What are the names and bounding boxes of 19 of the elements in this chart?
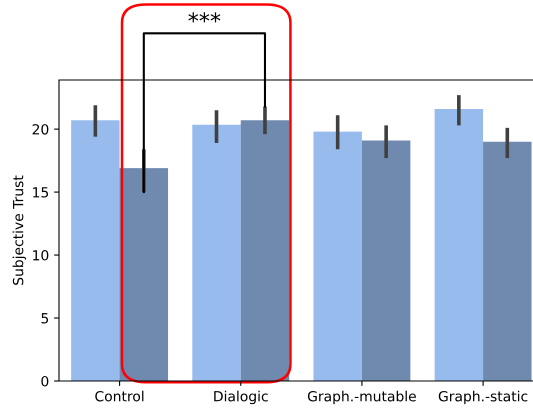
- y-tick-label: 5: [42, 313, 48, 324]
- bar: [71, 120, 120, 381]
- x-tick-label: Control: [95, 390, 144, 402]
- y-tick-label: 10: [33, 250, 48, 261]
- bar: [120, 168, 168, 381]
- x-tick-label: Graph.-mutable: [308, 390, 416, 404]
- y-tick-label: 15: [33, 187, 48, 198]
- bar: [192, 124, 241, 381]
- y-tick-label: 20: [32, 124, 48, 135]
- bar: [434, 108, 484, 381]
- bar: [362, 140, 410, 381]
- x-tick-label: Graph.-static: [438, 390, 528, 404]
- bar: [240, 120, 290, 381]
- y-tick-label: 0: [41, 376, 48, 386]
- x-tick-label: Dialogic: [214, 390, 268, 404]
- text: ***: [188, 12, 220, 22]
- bar: [483, 142, 532, 381]
- y-axis-title: Subjective Trust: [12, 176, 26, 285]
- bar: [313, 132, 362, 381]
